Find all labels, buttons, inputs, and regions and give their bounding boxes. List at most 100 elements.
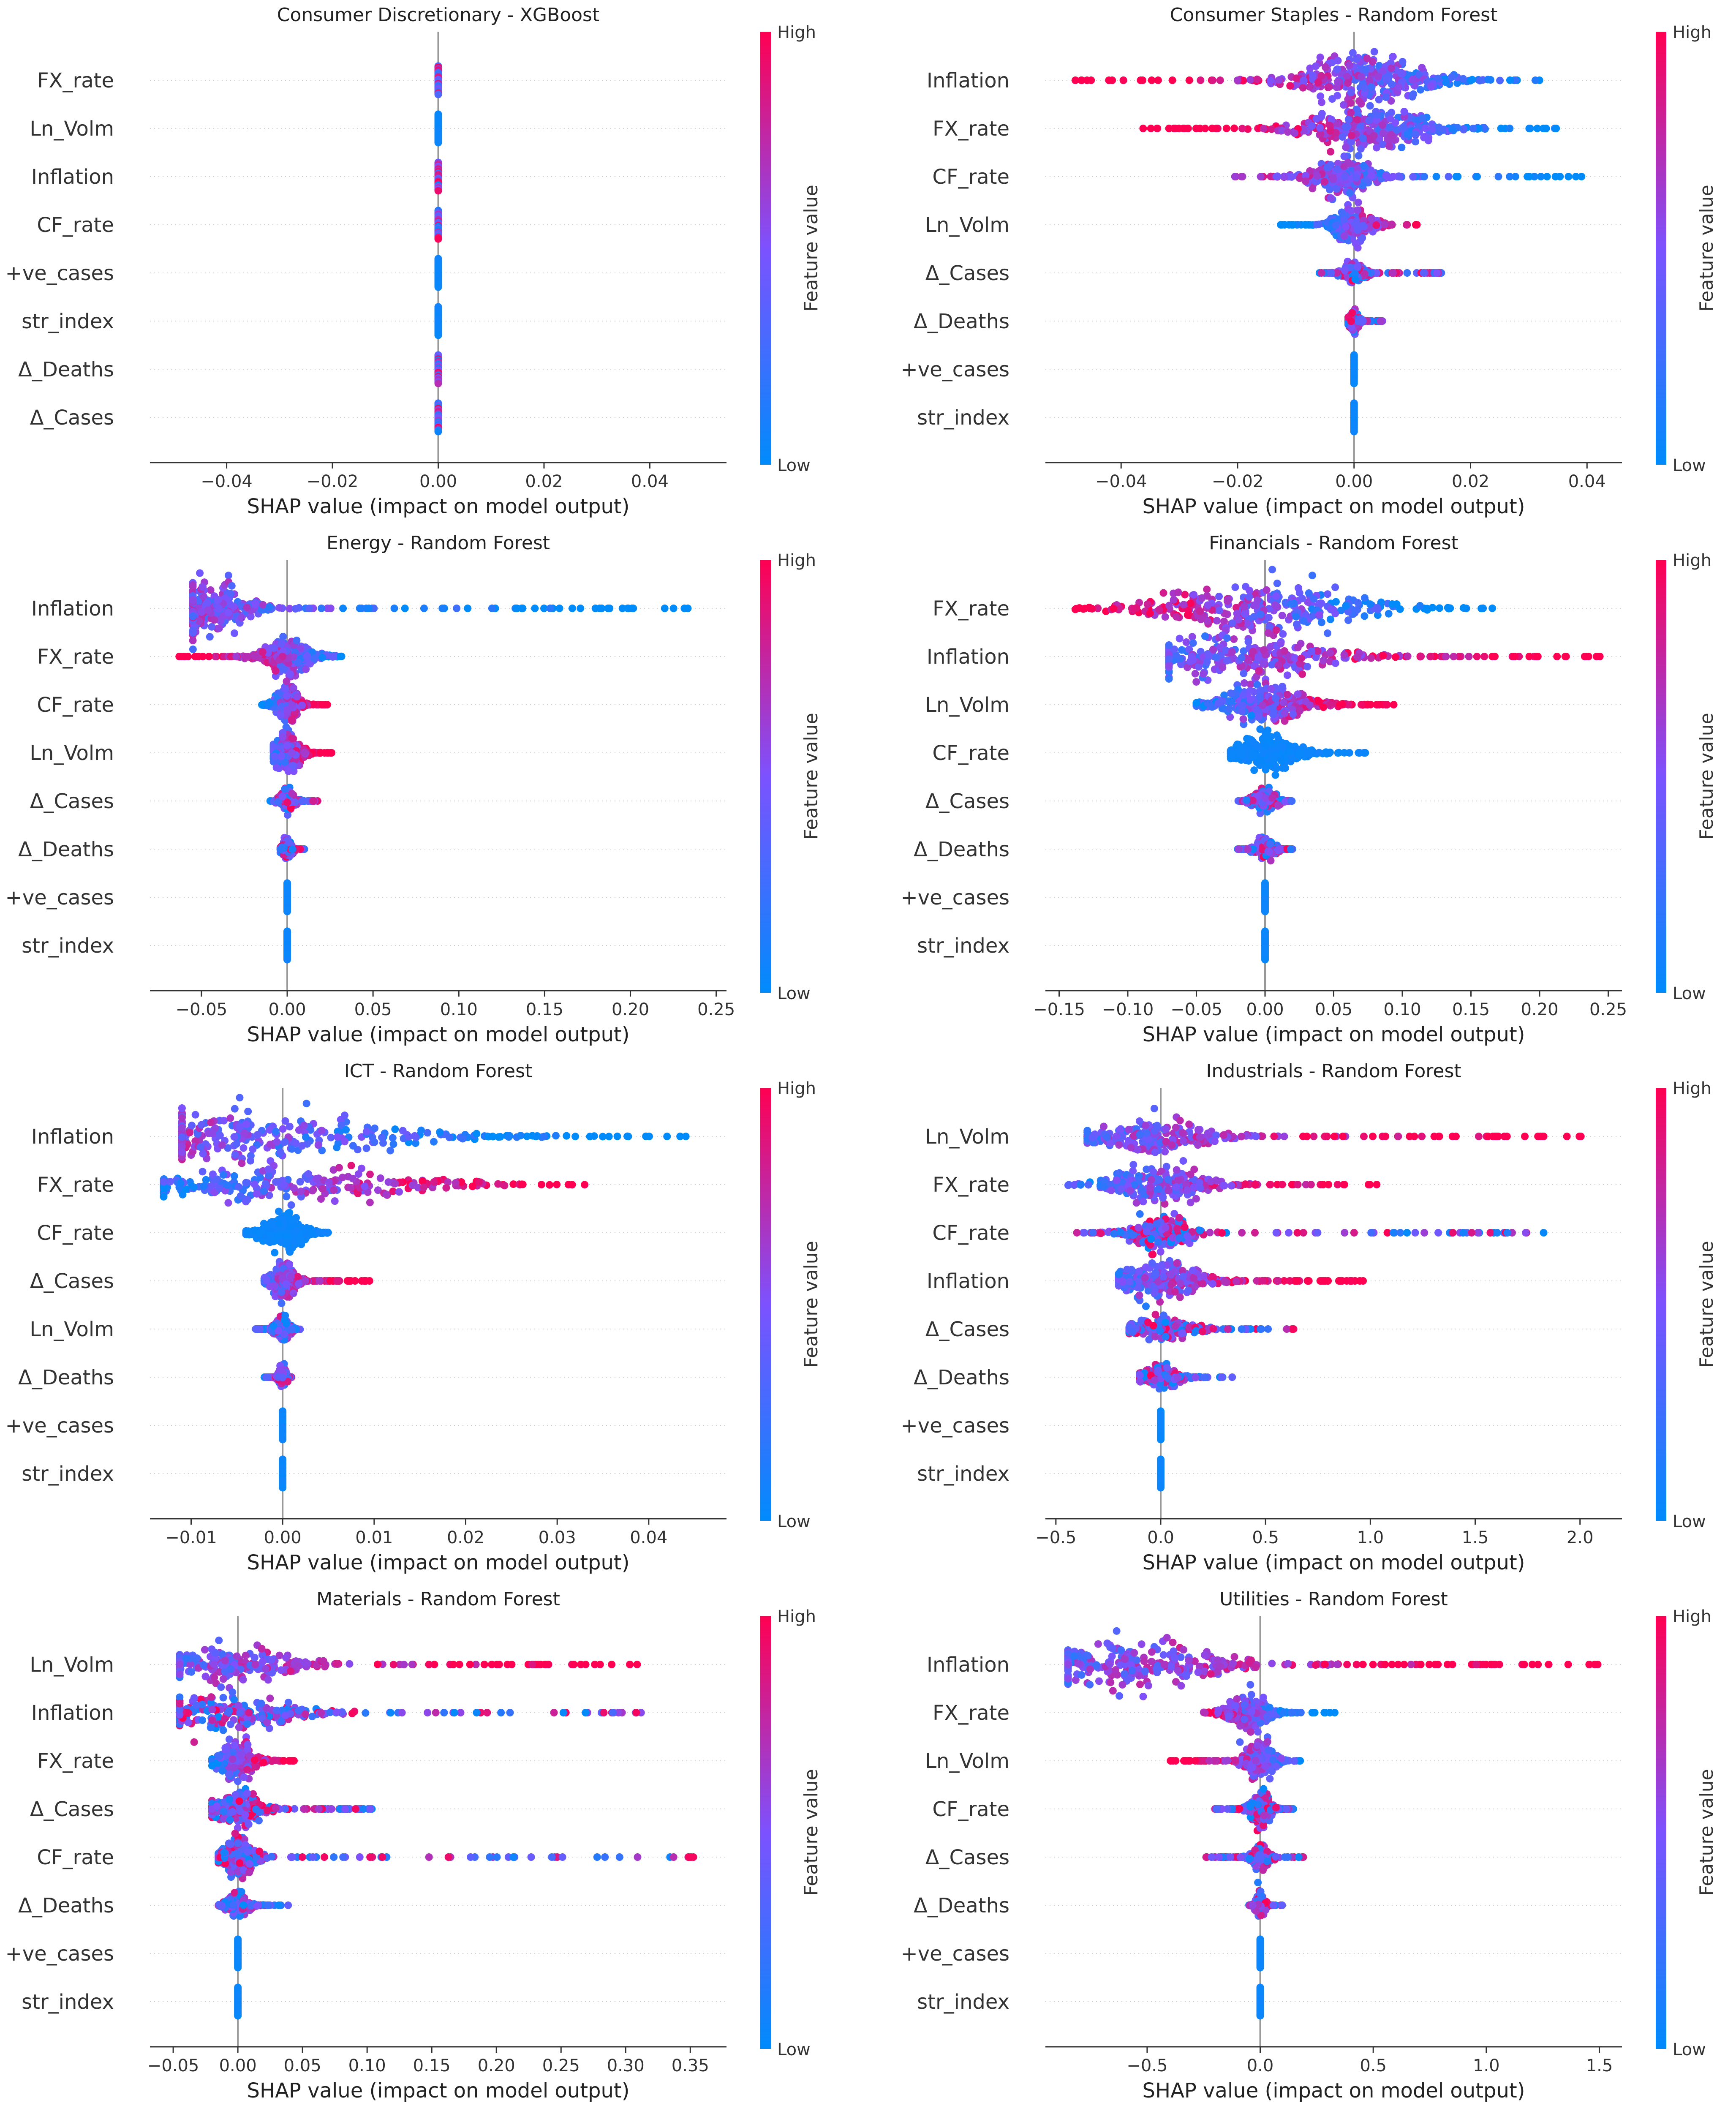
x-tick-label: 0.04 <box>1568 472 1606 491</box>
shap-dot <box>1386 123 1394 131</box>
shap-dot <box>1272 592 1280 600</box>
shap-dot <box>1287 173 1295 181</box>
shap-dot <box>1369 58 1377 66</box>
shap-dot <box>1361 749 1369 757</box>
shap-dot <box>224 609 232 617</box>
shap-dot <box>1260 646 1268 654</box>
shap-dot <box>1302 221 1310 229</box>
shap-dot <box>1367 83 1375 91</box>
shap-dot <box>1268 566 1276 574</box>
shap-dot <box>531 605 539 612</box>
shap-dot <box>1339 133 1347 141</box>
shap-dot <box>1238 707 1246 715</box>
shap-dot <box>1325 185 1333 193</box>
shap-dot <box>684 605 692 612</box>
shap-dot <box>1229 750 1237 758</box>
shap-dot <box>1309 185 1317 193</box>
shap-dot <box>1233 76 1241 84</box>
shap-dot <box>1331 221 1339 229</box>
shap-dot <box>1279 630 1287 638</box>
shap-dot <box>1361 270 1369 278</box>
shap-dot <box>1196 125 1204 133</box>
shap-dot <box>1404 652 1412 660</box>
shap-dot <box>1083 76 1091 84</box>
shap-dot <box>1323 218 1331 226</box>
shap-dot <box>1283 671 1291 679</box>
shap-dot <box>1255 667 1263 675</box>
shap-dot <box>1317 72 1325 80</box>
shap-dot <box>1256 756 1264 764</box>
shap-dot <box>199 583 207 591</box>
shap-dot <box>1271 750 1279 758</box>
shap-dot <box>1413 221 1421 229</box>
shap-dot <box>1333 92 1341 100</box>
feature-label: CF_rate <box>37 693 114 717</box>
shap-dot <box>1354 199 1362 207</box>
shap-dot <box>300 749 308 757</box>
shap-dot <box>598 605 606 612</box>
shap-dot <box>1184 611 1192 619</box>
shap-dot <box>1343 72 1351 80</box>
colorbar-low-label: Low <box>777 984 811 1003</box>
shap-dot <box>1165 675 1173 683</box>
shap-dot <box>1273 579 1281 587</box>
shap-dot <box>1366 76 1374 84</box>
shap-dot <box>1155 606 1163 614</box>
shap-dot <box>1240 744 1248 752</box>
feature-label: Δ_Cases <box>925 261 1009 285</box>
feature-dots <box>434 207 442 243</box>
x-tick-label: 0.15 <box>526 1000 563 1019</box>
shap-dot <box>1279 743 1287 751</box>
feature-label: str_index <box>22 934 114 958</box>
feature-label: str_index <box>917 406 1009 430</box>
shap-dot <box>215 604 223 612</box>
feature-dots <box>434 110 442 147</box>
shap-dot <box>1506 76 1514 84</box>
shap-dot <box>434 379 442 387</box>
x-tick-label: 0.02 <box>1452 472 1489 491</box>
feature-label: +ve_cases <box>5 886 114 910</box>
shap-dot <box>204 606 212 614</box>
shap-dot <box>272 667 280 675</box>
shap-dot <box>1238 173 1246 181</box>
shap-dot <box>1231 583 1239 591</box>
shap-dot <box>238 614 246 622</box>
shap-dot <box>1110 605 1118 613</box>
shap-dot <box>1148 76 1156 84</box>
shap-dot <box>288 749 296 757</box>
shap-dot <box>189 612 197 620</box>
shap-dot <box>1239 691 1247 699</box>
shap-dot <box>623 605 631 612</box>
shap-dot <box>1533 125 1541 133</box>
shap-dot <box>1252 741 1260 749</box>
feature-label: +ve_cases <box>901 358 1009 381</box>
shap-dot <box>1071 76 1079 84</box>
shap-dot <box>1283 690 1291 698</box>
shap-dot <box>1433 269 1441 277</box>
shap-dot <box>1400 108 1408 116</box>
shap-dot <box>434 428 442 436</box>
shap-dot <box>1434 74 1442 82</box>
shap-dot <box>1445 605 1453 613</box>
shap-dot <box>1488 652 1497 660</box>
shap-dot <box>228 582 236 590</box>
shap-dot <box>546 605 554 612</box>
shap-dot <box>1263 586 1271 594</box>
shap-dot <box>1562 653 1570 660</box>
shap-dot <box>1277 640 1285 648</box>
colorbar <box>760 32 771 465</box>
shap-dot <box>288 734 296 742</box>
shap-dot <box>661 605 669 612</box>
shap-dot <box>1244 125 1252 133</box>
shap-dot <box>1372 221 1380 229</box>
shap-dot <box>270 752 278 760</box>
shap-dot <box>1379 129 1387 137</box>
shap-dot <box>1214 699 1222 707</box>
shap-dot <box>1267 685 1275 693</box>
shap-dot <box>1415 71 1423 79</box>
shap-dot <box>1376 169 1384 177</box>
shap-dot <box>1328 115 1336 123</box>
shap-dot <box>1165 641 1173 649</box>
shap-dot <box>1389 173 1397 181</box>
shap-dot <box>1497 124 1505 132</box>
